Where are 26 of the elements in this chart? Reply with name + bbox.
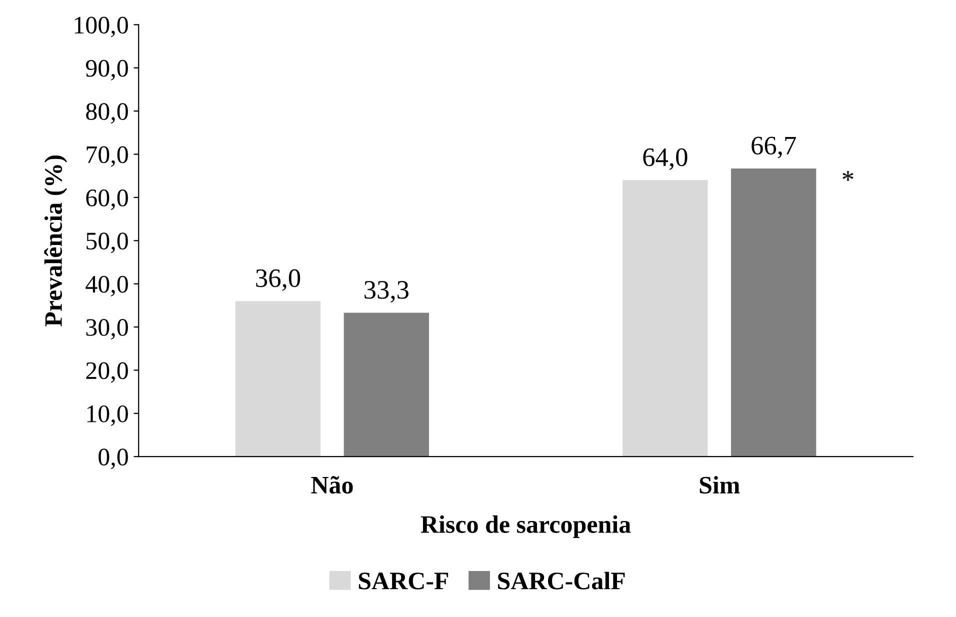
y-tick-label: 10,0 [87,405,128,426]
y-tick-label: 70,0 [86,146,128,167]
legend-label: SARC-CalF [498,572,625,590]
y-tick-label: 40,0 [86,276,128,296]
y-tick-label: 60,0 [86,189,128,210]
y-tick-label: 30,0 [86,319,128,340]
data-label: 36,0 [256,269,300,291]
x-tick-label: Não [311,476,353,494]
y-tick-label: 50,0 [86,232,128,254]
y-axis-title: Prevalência (%) [44,156,68,326]
x-tick-label: Sim [700,476,740,494]
data-label: 66,7 [752,136,796,158]
x-axis-title: Risco de sarcopenia [420,515,631,538]
y-tick-label: 90,0 [86,60,128,80]
bar [731,168,816,457]
bar [622,180,708,457]
y-tick-label: 20,0 [86,362,128,383]
data-label: 64,0 [643,148,688,170]
bar [344,312,430,457]
y-tick-label: 100,0 [74,16,128,38]
y-tick-label: 0,0 [98,448,128,470]
legend-label: SARC-F [358,572,448,590]
y-tick-label: 80,0 [86,103,128,124]
data-label: 33,3 [364,281,408,303]
annotation: * [842,171,854,181]
bar [235,301,321,457]
